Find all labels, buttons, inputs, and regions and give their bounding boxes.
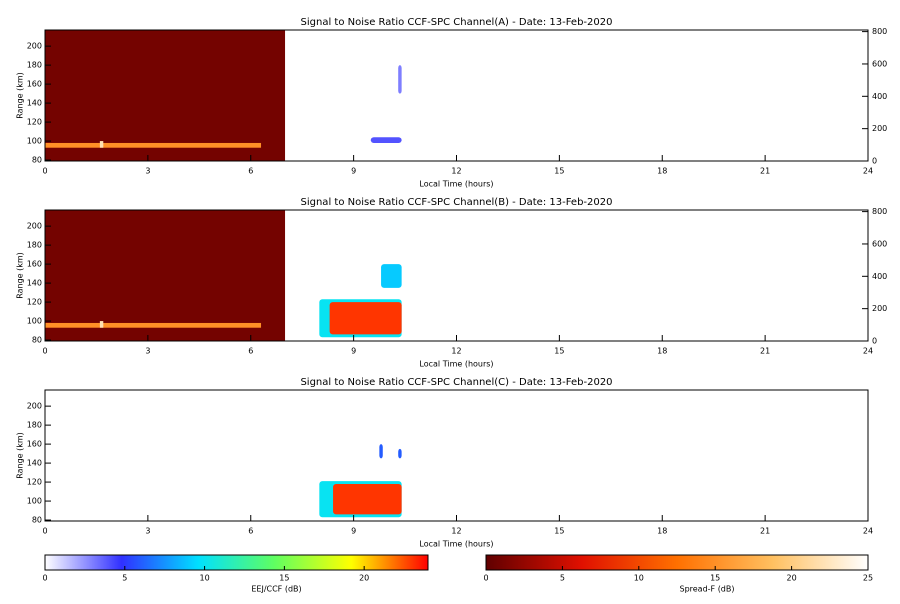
y2-tick-label: 400 bbox=[872, 92, 887, 101]
colorbar-tick-label: 0 bbox=[42, 574, 47, 583]
x-tick-label: 6 bbox=[248, 347, 253, 356]
colorbar-tick-label: 5 bbox=[560, 574, 565, 583]
x-tick-label: 0 bbox=[42, 527, 47, 536]
y-tick-label: 120 bbox=[27, 298, 42, 307]
colorbar-tick-label: 20 bbox=[359, 574, 369, 583]
x-tick-label: 15 bbox=[554, 347, 564, 356]
heat-cell bbox=[398, 448, 402, 459]
colorbar-tick-label: 5 bbox=[122, 574, 127, 583]
y-tick-label: 80 bbox=[32, 516, 42, 525]
x-axis-label: Local Time (hours) bbox=[419, 180, 493, 189]
colorbar-tick-label: 10 bbox=[199, 574, 209, 583]
x-tick-label: 9 bbox=[351, 527, 356, 536]
x-tick-label: 12 bbox=[451, 347, 461, 356]
x-axis-label: Local Time (hours) bbox=[419, 360, 493, 369]
x-tick-label: 6 bbox=[248, 167, 253, 176]
y-tick-label: 100 bbox=[27, 137, 42, 146]
x-tick-label: 3 bbox=[145, 347, 150, 356]
y2-tick-label: 600 bbox=[872, 239, 887, 248]
colorbar-label: Spread-F (dB) bbox=[679, 585, 734, 594]
colorbar-tick-label: 10 bbox=[634, 574, 644, 583]
y-tick-label: 140 bbox=[27, 279, 42, 288]
x-tick-label: 15 bbox=[554, 167, 564, 176]
y-tick-label: 80 bbox=[32, 156, 42, 165]
colorbar-tick-label: 15 bbox=[279, 574, 289, 583]
panel-title: Signal to Noise Ratio CCF-SPC Channel(A)… bbox=[301, 17, 613, 28]
y-tick-label: 160 bbox=[27, 440, 42, 449]
x-tick-label: 24 bbox=[863, 527, 873, 536]
x-tick-label: 21 bbox=[760, 347, 770, 356]
y-tick-label: 140 bbox=[27, 99, 42, 108]
heat-cell bbox=[45, 30, 286, 161]
x-tick-label: 9 bbox=[351, 167, 356, 176]
y-axis-label: Range (km) bbox=[16, 432, 25, 479]
y2-tick-label: 200 bbox=[872, 304, 887, 313]
y-tick-label: 200 bbox=[27, 222, 42, 231]
y-tick-label: 160 bbox=[27, 80, 42, 89]
colorbar-label: EEJ/CCF (dB) bbox=[251, 585, 301, 594]
y-tick-label: 180 bbox=[27, 61, 42, 70]
heat-cell bbox=[45, 142, 262, 148]
colorbar-tick-label: 25 bbox=[863, 574, 873, 583]
y2-tick-label: 800 bbox=[872, 27, 887, 36]
x-tick-label: 24 bbox=[863, 347, 873, 356]
heat-cell bbox=[333, 483, 402, 515]
x-axis-label: Local Time (hours) bbox=[419, 540, 493, 549]
x-tick-label: 3 bbox=[145, 527, 150, 536]
y-tick-label: 200 bbox=[27, 402, 42, 411]
y-tick-label: 120 bbox=[27, 478, 42, 487]
x-tick-label: 12 bbox=[451, 167, 461, 176]
heat-cell bbox=[99, 321, 104, 328]
heat-cell bbox=[329, 302, 402, 335]
x-tick-label: 12 bbox=[451, 527, 461, 536]
x-tick-label: 21 bbox=[760, 167, 770, 176]
x-tick-label: 18 bbox=[657, 527, 667, 536]
colorbar-tick-label: 15 bbox=[710, 574, 720, 583]
y2-tick-label: 200 bbox=[872, 124, 887, 133]
x-tick-label: 21 bbox=[760, 527, 770, 536]
y2-tick-label: 0 bbox=[872, 157, 877, 166]
x-tick-label: 0 bbox=[42, 167, 47, 176]
panel-title: Signal to Noise Ratio CCF-SPC Channel(B)… bbox=[301, 197, 613, 208]
x-tick-label: 3 bbox=[145, 167, 150, 176]
y-tick-label: 140 bbox=[27, 459, 42, 468]
y-axis-label: Range (km) bbox=[16, 72, 25, 119]
y2-tick-label: 0 bbox=[872, 337, 877, 346]
heat-cell bbox=[99, 141, 104, 148]
colorbar bbox=[485, 554, 869, 571]
x-tick-label: 15 bbox=[554, 527, 564, 536]
heat-cell bbox=[398, 65, 402, 94]
x-tick-label: 18 bbox=[657, 347, 667, 356]
colorbar-tick-label: 0 bbox=[483, 574, 488, 583]
plot-frame bbox=[44, 389, 869, 522]
y-tick-label: 120 bbox=[27, 118, 42, 127]
x-tick-label: 6 bbox=[248, 527, 253, 536]
x-tick-label: 18 bbox=[657, 167, 667, 176]
y-tick-label: 200 bbox=[27, 42, 42, 51]
heat-cell bbox=[379, 444, 383, 459]
heat-cell bbox=[381, 264, 402, 288]
colorbar-tick-label: 20 bbox=[787, 574, 797, 583]
y2-tick-label: 800 bbox=[872, 207, 887, 216]
y-axis-label: Range (km) bbox=[16, 252, 25, 299]
y-tick-label: 100 bbox=[27, 317, 42, 326]
heat-cell bbox=[45, 322, 262, 328]
y2-tick-label: 400 bbox=[872, 272, 887, 281]
y2-tick-label: 600 bbox=[872, 59, 887, 68]
y-tick-label: 180 bbox=[27, 421, 42, 430]
y-tick-label: 180 bbox=[27, 241, 42, 250]
colorbar bbox=[44, 554, 429, 571]
y-tick-label: 100 bbox=[27, 497, 42, 506]
x-tick-label: 0 bbox=[42, 347, 47, 356]
y-tick-label: 80 bbox=[32, 336, 42, 345]
y-tick-label: 160 bbox=[27, 260, 42, 269]
x-tick-label: 9 bbox=[351, 347, 356, 356]
x-tick-label: 24 bbox=[863, 167, 873, 176]
heat-cell bbox=[370, 137, 402, 143]
heat-cell bbox=[45, 210, 286, 341]
panel-title: Signal to Noise Ratio CCF-SPC Channel(C)… bbox=[300, 377, 612, 388]
